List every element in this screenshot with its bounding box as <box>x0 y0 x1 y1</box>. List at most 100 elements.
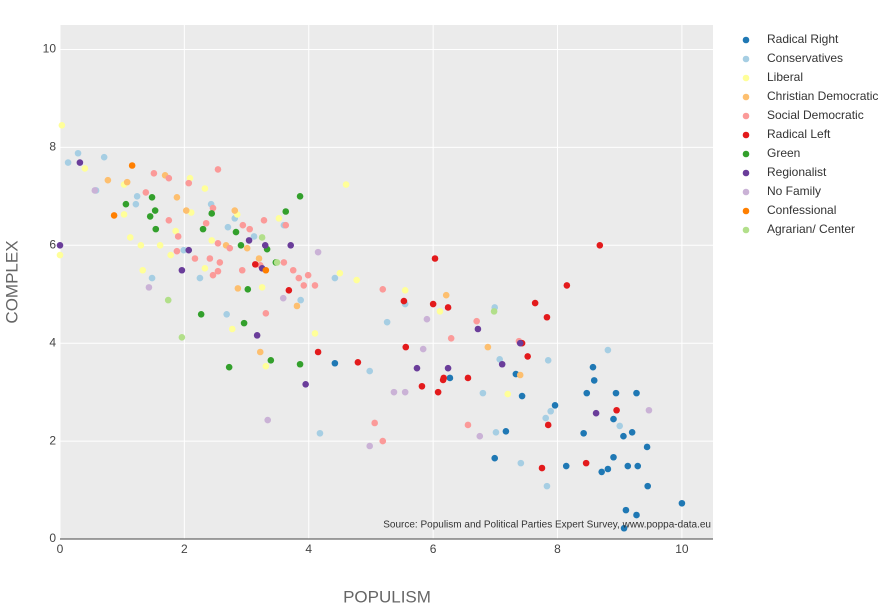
legend-marker <box>742 112 750 120</box>
point <box>366 367 374 375</box>
point <box>431 255 439 262</box>
point <box>620 432 627 440</box>
point <box>484 343 492 351</box>
point <box>173 247 181 255</box>
point <box>353 276 360 284</box>
point <box>434 388 442 396</box>
point <box>444 364 452 372</box>
y-tick-label: 2 <box>49 433 56 447</box>
point <box>633 511 640 519</box>
point <box>110 212 118 219</box>
point <box>516 339 524 347</box>
point <box>56 251 64 259</box>
point <box>243 244 251 252</box>
y-axis-title: COMPLEX <box>2 240 21 323</box>
point <box>187 209 195 216</box>
point <box>296 360 304 368</box>
point <box>423 315 431 323</box>
point <box>133 193 141 200</box>
x-tick-label: 4 <box>305 542 312 556</box>
point <box>282 208 290 215</box>
legend-item: Conservatives <box>742 51 843 65</box>
point <box>331 359 339 367</box>
point <box>132 200 140 208</box>
point <box>490 308 498 315</box>
point <box>492 428 500 436</box>
point <box>504 390 512 398</box>
point <box>142 189 150 196</box>
point <box>645 406 653 414</box>
point <box>208 237 216 244</box>
point <box>289 266 297 274</box>
point <box>262 310 270 317</box>
point <box>76 159 84 166</box>
legend-marker <box>742 55 750 63</box>
point <box>479 389 487 397</box>
point <box>293 302 301 310</box>
point <box>202 219 210 227</box>
x-tick-label: 10 <box>675 542 689 556</box>
point <box>531 299 539 307</box>
point <box>173 194 181 201</box>
y-tick-label: 4 <box>49 335 56 349</box>
point <box>544 357 552 364</box>
point <box>165 174 173 182</box>
point <box>402 343 410 351</box>
x-tick-label: 2 <box>181 542 188 556</box>
point <box>178 266 186 274</box>
point <box>237 241 245 249</box>
point <box>209 271 217 279</box>
point <box>436 308 444 315</box>
point <box>502 428 510 435</box>
legend-label: Conservatives <box>767 51 843 65</box>
point <box>251 261 259 268</box>
point <box>314 348 322 356</box>
point <box>58 122 66 129</box>
point <box>624 462 632 470</box>
point <box>644 482 651 490</box>
point <box>231 207 239 214</box>
point <box>91 187 99 194</box>
point <box>267 357 275 364</box>
point <box>491 454 499 462</box>
legend-marker <box>742 36 750 44</box>
legend-marker <box>742 207 750 215</box>
point <box>223 311 230 318</box>
x-axis-title: POPULISM <box>343 587 431 606</box>
point <box>182 207 190 214</box>
point <box>628 428 636 436</box>
point <box>331 274 339 282</box>
x-tick-label: 8 <box>554 542 561 556</box>
point <box>279 294 287 302</box>
point <box>126 234 134 241</box>
legend-label: Green <box>767 146 800 160</box>
point <box>413 364 421 372</box>
point <box>164 296 172 304</box>
point <box>354 358 362 366</box>
point <box>295 274 303 282</box>
point <box>137 241 145 249</box>
point <box>592 409 600 417</box>
point <box>178 334 186 341</box>
point <box>474 325 482 333</box>
point <box>379 437 387 445</box>
point <box>429 300 437 308</box>
legend-item: Green <box>742 146 800 160</box>
point <box>604 346 612 354</box>
point <box>476 432 484 440</box>
point <box>250 233 258 240</box>
point <box>145 284 153 291</box>
x-tick-label: 6 <box>430 542 437 556</box>
legend-label: Christian Democratic <box>767 89 878 103</box>
point <box>232 228 240 236</box>
point <box>264 416 272 424</box>
point <box>622 506 630 514</box>
point <box>64 159 72 166</box>
point <box>256 348 264 356</box>
point <box>400 297 408 305</box>
point <box>418 382 426 390</box>
legend-item: Confessional <box>742 203 836 217</box>
point <box>517 459 525 467</box>
